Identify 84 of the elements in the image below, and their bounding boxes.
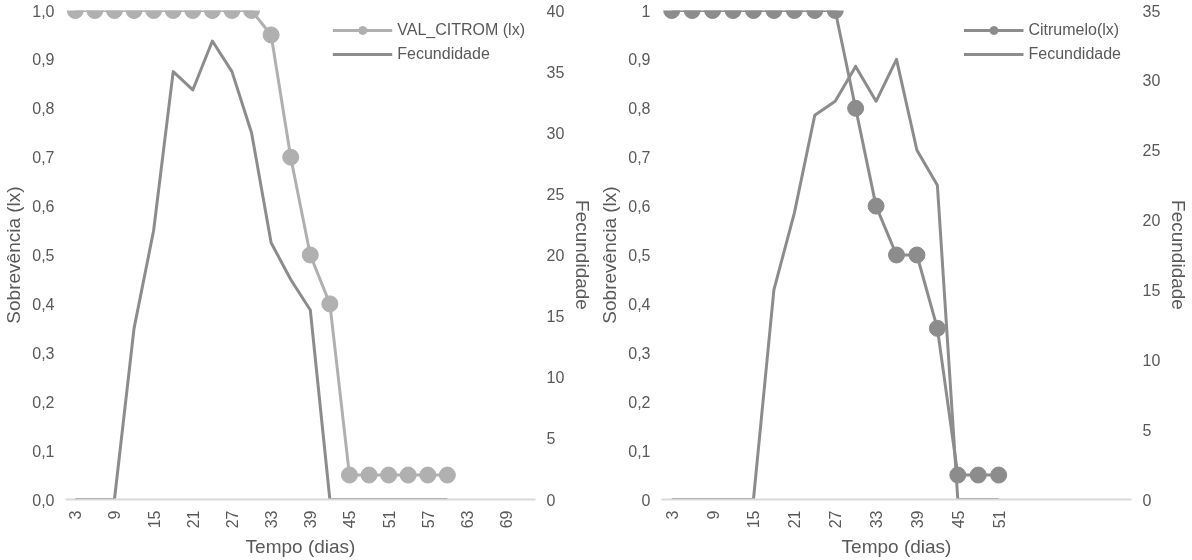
x-tick-label: 45 bbox=[949, 510, 967, 529]
y2-tick-label: 10 bbox=[1142, 351, 1161, 369]
y2-tick-label: 20 bbox=[1142, 212, 1161, 230]
point bbox=[301, 246, 319, 264]
y2-tick-label: 0 bbox=[1142, 491, 1152, 509]
y-tick-label: 0,3 bbox=[32, 344, 55, 362]
x-tick-label: 9 bbox=[704, 510, 722, 520]
y2-tick-label: 25 bbox=[1142, 142, 1161, 160]
point bbox=[321, 295, 339, 313]
x-tick-label: 45 bbox=[341, 510, 359, 529]
y2-tick-label: 30 bbox=[1142, 72, 1161, 90]
x-tick-label: 51 bbox=[380, 510, 398, 529]
y-tick-label: 0,6 bbox=[628, 198, 651, 216]
y-tick-label: 0,8 bbox=[32, 100, 55, 118]
y2-tick-label: 35 bbox=[1142, 2, 1161, 20]
y-tick-label: 0,5 bbox=[32, 247, 55, 264]
x-tick-label: 15 bbox=[145, 510, 163, 529]
x-tick-label: 39 bbox=[908, 510, 926, 529]
y-tick-label: 0,0 bbox=[32, 491, 55, 509]
x-tick-label: 27 bbox=[827, 510, 845, 529]
point bbox=[340, 466, 358, 484]
x-tick-label: 21 bbox=[184, 510, 202, 529]
legend-label: Fecundidade bbox=[397, 45, 490, 63]
x-tick-label: 63 bbox=[458, 510, 476, 529]
legend-label: Citrumelo(lx) bbox=[1028, 21, 1120, 39]
y2-tick-label: 20 bbox=[546, 247, 565, 264]
point bbox=[928, 319, 946, 337]
y-tick-label: 0,7 bbox=[32, 149, 55, 167]
y-tick-label: 0,9 bbox=[32, 51, 55, 69]
x-tick-label: 15 bbox=[745, 510, 763, 529]
x-tick-label: 51 bbox=[990, 510, 1008, 529]
y-tick-label: 0,6 bbox=[32, 198, 55, 216]
x-tick-label: 21 bbox=[786, 510, 804, 529]
y2-tick-label: 35 bbox=[546, 63, 565, 81]
y-tick-label: 0,2 bbox=[628, 393, 651, 411]
y2-tick-label: 25 bbox=[546, 185, 565, 203]
legend-label: VAL_CITROM (lx) bbox=[397, 21, 525, 39]
y-tick-label: 0 bbox=[641, 491, 651, 509]
y-tick-label: 0,4 bbox=[32, 295, 55, 313]
x-axis-title: Tempo (dias) bbox=[245, 536, 356, 558]
y2-axis-title: Fecundidade bbox=[572, 200, 594, 310]
y2-tick-label: 10 bbox=[546, 369, 565, 387]
y2-tick-label: 0 bbox=[546, 491, 556, 509]
point bbox=[888, 246, 905, 264]
point bbox=[380, 466, 398, 484]
x-tick-label: 33 bbox=[868, 510, 886, 529]
point bbox=[360, 466, 378, 484]
point bbox=[969, 466, 987, 484]
point bbox=[990, 466, 1008, 484]
y-tick-label: 0,4 bbox=[628, 295, 651, 313]
y-axis-title: Sobrevência (lx) bbox=[3, 186, 25, 324]
x-axis-title: Tempo (dias) bbox=[841, 536, 952, 558]
y2-tick-label: 30 bbox=[546, 124, 565, 142]
y2-tick-label: 5 bbox=[546, 430, 556, 448]
y-tick-label: 0,8 bbox=[628, 100, 651, 118]
point bbox=[867, 197, 885, 215]
y2-tick-label: 15 bbox=[1142, 281, 1161, 299]
point bbox=[908, 246, 926, 264]
x-tick-label: 3 bbox=[663, 510, 681, 520]
y2-axis-title: Fecundidade bbox=[1168, 200, 1190, 310]
y-tick-label: 1 bbox=[641, 2, 651, 20]
point bbox=[419, 466, 437, 484]
x-tick-label: 33 bbox=[263, 510, 281, 529]
y-tick-label: 0,7 bbox=[628, 149, 651, 167]
y-axis-title: Sobrevência (lx) bbox=[599, 186, 621, 324]
y-tick-label: 0,3 bbox=[628, 344, 651, 362]
y-tick-label: 0,2 bbox=[32, 393, 55, 411]
y-tick-label: 0,9 bbox=[628, 51, 651, 69]
x-tick-label: 9 bbox=[106, 510, 124, 520]
x-tick-label: 69 bbox=[498, 510, 516, 529]
x-tick-label: 57 bbox=[419, 510, 437, 529]
y2-tick-label: 40 bbox=[546, 2, 565, 20]
point bbox=[438, 466, 456, 484]
x-tick-label: 27 bbox=[223, 510, 241, 529]
y-tick-label: 0,1 bbox=[32, 442, 55, 460]
legend-label: Fecundidade bbox=[1028, 45, 1121, 63]
x-tick-label: 39 bbox=[302, 510, 320, 529]
x-tick-label: 3 bbox=[67, 510, 85, 520]
y-tick-label: 1,0 bbox=[32, 2, 55, 20]
y-tick-label: 0,5 bbox=[628, 247, 651, 264]
y2-tick-label: 5 bbox=[1142, 421, 1152, 439]
y2-tick-label: 15 bbox=[546, 308, 565, 326]
point bbox=[399, 466, 417, 484]
y-tick-label: 0,1 bbox=[628, 442, 651, 460]
